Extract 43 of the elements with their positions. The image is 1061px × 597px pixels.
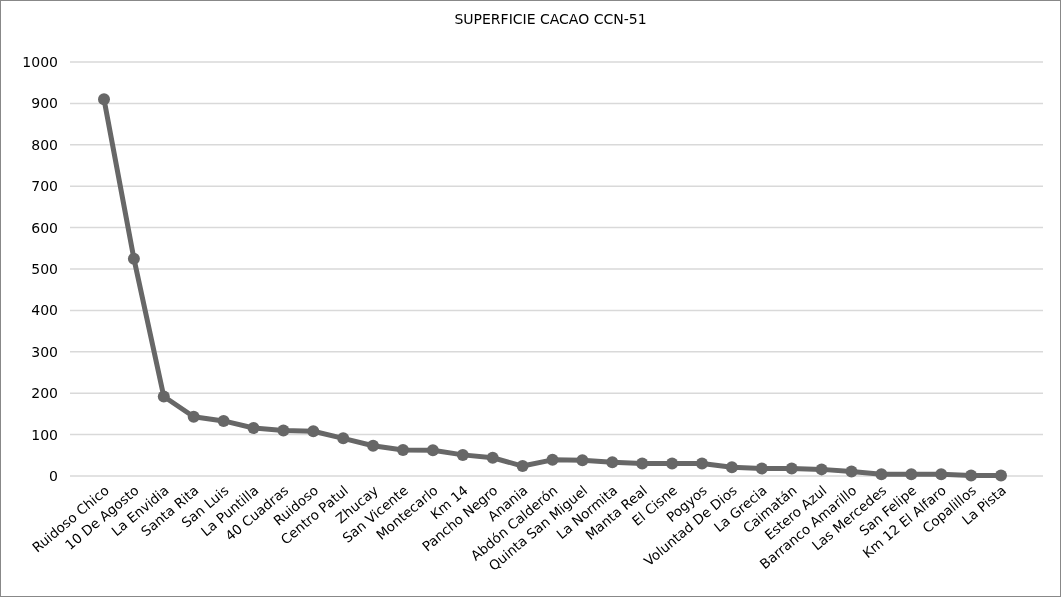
point: [815, 463, 828, 476]
y-tick-label: 800: [31, 136, 58, 153]
point: [247, 421, 260, 434]
point: [337, 432, 350, 445]
y-tick-label: 200: [31, 385, 58, 402]
point: [277, 424, 290, 437]
point: [755, 462, 768, 475]
point: [397, 443, 409, 456]
point: [426, 444, 439, 457]
y-tick-label: 100: [31, 426, 58, 443]
point: [785, 462, 798, 475]
y-tick-label: 1000: [22, 54, 58, 70]
point: [875, 468, 888, 481]
point: [98, 93, 110, 106]
point: [696, 457, 708, 470]
y-tick-label: 900: [31, 95, 58, 112]
point: [456, 448, 469, 461]
point: [217, 414, 230, 427]
chart-title: SUPERFICIE CACAO CCN-51: [454, 11, 647, 27]
point: [157, 390, 170, 403]
point: [187, 410, 200, 423]
point: [965, 469, 978, 482]
point: [546, 453, 559, 466]
point: [935, 468, 948, 481]
point: [666, 457, 679, 470]
point: [127, 252, 140, 265]
point: [636, 457, 649, 470]
point: [367, 439, 380, 452]
y-tick-label: 500: [31, 261, 58, 277]
point: [606, 456, 619, 469]
point: [576, 454, 589, 467]
point: [845, 465, 858, 478]
y-tick-label: 0: [49, 468, 58, 484]
point: [516, 460, 529, 473]
point: [486, 451, 499, 464]
y-tick-label: 400: [31, 302, 58, 319]
point: [995, 469, 1007, 482]
point: [307, 425, 320, 438]
point: [725, 461, 738, 474]
y-tick-label: 300: [31, 343, 58, 360]
y-tick-label: 700: [31, 178, 58, 195]
y-tick-label: 600: [31, 219, 58, 236]
point: [905, 468, 918, 481]
